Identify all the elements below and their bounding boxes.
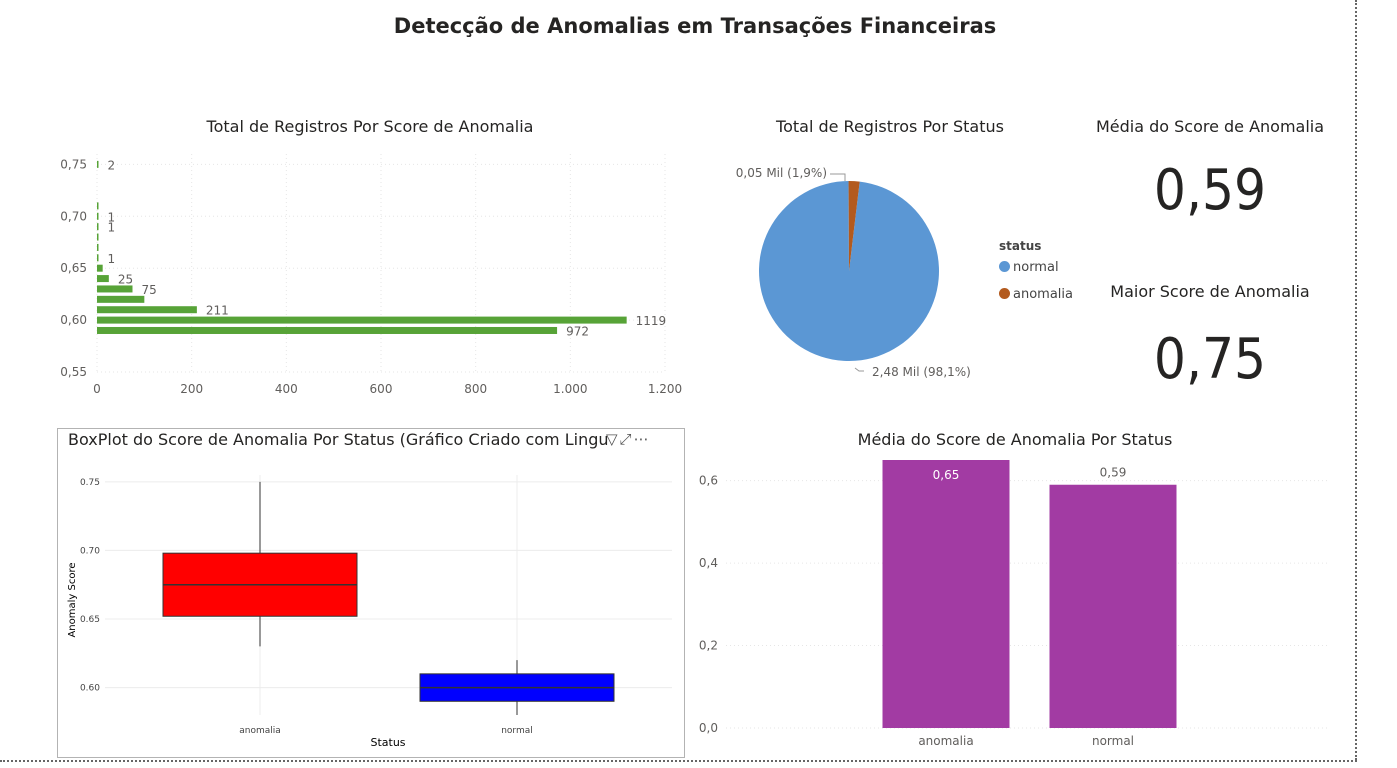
y-tick-label: 0,6 — [699, 474, 718, 488]
bar-data-label: 25 — [118, 273, 133, 287]
score-bar — [97, 233, 99, 241]
pie-slice-anomalia — [848, 181, 860, 271]
pie-label-normal: 2,48 Mil (98,1%) — [872, 365, 971, 379]
max-score-card-title: Maior Score de Anomalia — [1110, 282, 1310, 301]
status-pie-chart[interactable]: 2,48 Mil (98,1%) 0,05 Mil (1,9%) — [730, 150, 990, 390]
x-tick-label: 1.200 — [648, 382, 682, 396]
avg-score-card-value: 0,59 — [1153, 158, 1267, 223]
score-bar — [97, 306, 197, 314]
score-bar — [97, 212, 99, 220]
leader-line — [854, 367, 864, 372]
avg-score-card-title: Média do Score de Anomalia — [1095, 117, 1325, 136]
score-bar — [97, 264, 103, 272]
score-bar — [97, 202, 99, 210]
leader-line — [830, 173, 846, 181]
score-bar — [97, 285, 133, 293]
bar-data-label: 211 — [206, 304, 229, 318]
y-tick-label: 0,60 — [60, 313, 87, 327]
legend-label-anomalia: anomalia — [1013, 287, 1073, 302]
avg-status-bar-title: Média do Score de Anomalia Por Status — [857, 430, 1173, 449]
x-tick-label: normal — [501, 726, 533, 736]
boxplot-visual-frame[interactable] — [57, 428, 685, 758]
boxplot-y-axis-label: Anomaly Score — [67, 562, 78, 637]
page-border-bottom — [0, 760, 1357, 762]
filter-icon[interactable]: ▽ — [606, 430, 620, 448]
x-tick-label: 200 — [180, 382, 203, 396]
score-bar-chart-title: Total de Registros Por Score de Anomalia — [206, 117, 534, 136]
bar-data-label: 0,65 — [933, 468, 960, 482]
score-bar — [97, 275, 109, 283]
x-tick-label: anomalia — [239, 726, 281, 736]
score-bar — [97, 243, 99, 251]
bar-data-label: 1 — [108, 221, 116, 235]
bar-data-label: 75 — [142, 283, 157, 297]
score-bar — [97, 326, 558, 334]
max-score-card-value: 0,75 — [1153, 327, 1267, 392]
more-options-icon[interactable]: ⋯ — [633, 430, 651, 448]
bar-data-label: 1 — [108, 252, 116, 266]
y-tick-label: 0,55 — [60, 365, 87, 379]
y-tick-label: 0.70 — [80, 546, 100, 556]
y-tick-label: 0.65 — [80, 615, 100, 625]
bar-data-label: 972 — [566, 324, 589, 338]
legend-swatch-anomalia — [999, 288, 1010, 299]
x-tick-label: 1.000 — [553, 382, 587, 396]
legend-item-anomalia[interactable]: anomalia — [999, 287, 1073, 302]
avg-bar-normal — [1049, 484, 1177, 728]
x-tick-label: normal — [1092, 734, 1134, 748]
x-tick-label: anomalia — [918, 734, 973, 748]
legend-swatch-normal — [999, 261, 1010, 272]
x-tick-label: 400 — [275, 382, 298, 396]
x-tick-label: 0 — [93, 382, 101, 396]
avg-bar-anomalia — [882, 460, 1010, 728]
pie-legend-title: status — [999, 239, 1042, 253]
boxplot-title: BoxPlot do Score de Anomalia Por Status … — [68, 430, 609, 449]
status-pie-title: Total de Registros Por Status — [776, 117, 1004, 136]
x-tick-label: 600 — [370, 382, 393, 396]
score-bar — [97, 316, 627, 324]
avg-status-bar-chart[interactable]: 0,65 0,59 0,6 0,4 0,2 0,0 anomalia normal — [690, 460, 1350, 755]
bar-data-label: 2 — [108, 158, 116, 172]
score-bar — [97, 254, 99, 262]
y-tick-label: 0,2 — [699, 639, 718, 653]
boxplot-chart[interactable]: 0.75 0.70 0.65 0.60 anomalia normal Status An… — [60, 465, 680, 755]
y-tick-label: 0,70 — [60, 209, 87, 223]
x-tick-label: 800 — [464, 382, 487, 396]
bar-data-label: 1119 — [636, 314, 667, 328]
bar-data-label: 1 — [108, 210, 116, 224]
page-title: Detecção de Anomalias em Transações Fina… — [393, 14, 997, 38]
y-tick-label: 0,65 — [60, 261, 87, 275]
legend-label-normal: normal — [1013, 260, 1059, 275]
legend-item-normal[interactable]: normal — [999, 260, 1059, 275]
y-tick-label: 0,0 — [699, 721, 718, 735]
y-tick-label: 0.75 — [80, 478, 100, 488]
visual-toolbar: ▽⤢⋯ — [606, 430, 651, 448]
boxplot-x-axis-label: Status — [370, 736, 405, 749]
bar-data-label: 0,59 — [1100, 466, 1127, 480]
page-border-right — [1355, 0, 1357, 760]
y-tick-label: 0,75 — [60, 157, 87, 171]
score-bar — [97, 295, 145, 303]
y-tick-label: 0.60 — [80, 684, 100, 694]
pie-slice-normal — [759, 181, 939, 361]
score-bar — [97, 223, 99, 231]
pie-label-anomalia: 0,05 Mil (1,9%) — [736, 166, 827, 180]
focus-mode-icon[interactable]: ⤢ — [619, 430, 634, 448]
y-tick-label: 0,4 — [699, 556, 718, 570]
score-bar — [97, 160, 99, 168]
